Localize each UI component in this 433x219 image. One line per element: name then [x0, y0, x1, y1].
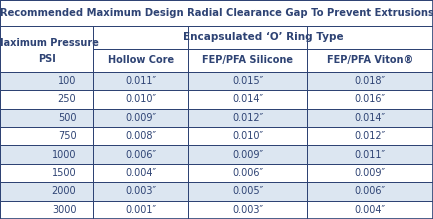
Bar: [188, 127, 307, 145]
Text: 0.009″: 0.009″: [125, 113, 156, 123]
Bar: [307, 145, 433, 164]
Text: 0.018″: 0.018″: [355, 76, 386, 86]
Text: 750: 750: [58, 131, 76, 141]
Bar: [93, 201, 188, 219]
Bar: [188, 201, 307, 219]
Bar: [307, 182, 433, 201]
Bar: [188, 145, 307, 164]
Text: FEP/PFA Viton®: FEP/PFA Viton®: [327, 55, 414, 65]
Bar: [188, 90, 307, 109]
Text: 0.014″: 0.014″: [233, 94, 263, 104]
Text: 0.011″: 0.011″: [355, 150, 386, 160]
Bar: [0, 164, 93, 182]
Text: 0.004″: 0.004″: [355, 205, 386, 215]
Text: 0.006″: 0.006″: [233, 168, 263, 178]
Text: 0.004″: 0.004″: [125, 168, 156, 178]
Bar: [93, 164, 188, 182]
Text: 0.003″: 0.003″: [233, 205, 263, 215]
Text: 2000: 2000: [52, 186, 76, 196]
Text: 0.003″: 0.003″: [125, 186, 156, 196]
Text: 0.008″: 0.008″: [125, 131, 156, 141]
Text: 0.009″: 0.009″: [355, 168, 386, 178]
Text: 0.005″: 0.005″: [232, 186, 264, 196]
Text: Hollow Core: Hollow Core: [108, 55, 174, 65]
Bar: [0, 90, 93, 109]
Bar: [93, 182, 188, 201]
Text: PSI: PSI: [38, 54, 55, 64]
Bar: [307, 164, 433, 182]
Bar: [93, 90, 188, 109]
Bar: [93, 145, 188, 164]
Bar: [93, 127, 188, 145]
Bar: [0, 145, 93, 164]
Text: 500: 500: [58, 113, 76, 123]
Bar: [0, 0, 433, 26]
Bar: [0, 201, 93, 219]
Bar: [188, 72, 307, 90]
Bar: [188, 49, 307, 72]
Bar: [307, 201, 433, 219]
Text: Encapsulated ‘O’ Ring Type: Encapsulated ‘O’ Ring Type: [183, 32, 343, 42]
Bar: [307, 127, 433, 145]
Text: 100: 100: [58, 76, 76, 86]
Bar: [93, 26, 433, 49]
Text: 250: 250: [58, 94, 76, 104]
Bar: [0, 109, 93, 127]
Bar: [93, 49, 188, 72]
Bar: [0, 127, 93, 145]
Bar: [307, 72, 433, 90]
Text: 0.006″: 0.006″: [355, 186, 386, 196]
Bar: [0, 182, 93, 201]
Text: 3000: 3000: [52, 205, 76, 215]
Text: 0.009″: 0.009″: [233, 150, 263, 160]
Text: 1500: 1500: [52, 168, 76, 178]
Bar: [0, 26, 93, 72]
Text: 0.015″: 0.015″: [232, 76, 264, 86]
Bar: [188, 164, 307, 182]
Bar: [307, 109, 433, 127]
Text: 0.014″: 0.014″: [355, 113, 386, 123]
Text: 0.010″: 0.010″: [233, 131, 263, 141]
Bar: [0, 72, 93, 90]
Bar: [307, 90, 433, 109]
Text: 0.016″: 0.016″: [355, 94, 386, 104]
Text: FEP/PFA Silicone: FEP/PFA Silicone: [202, 55, 294, 65]
Text: Recommended Maximum Design Radial Clearance Gap To Prevent Extrusions: Recommended Maximum Design Radial Cleara…: [0, 8, 433, 18]
Text: 0.012″: 0.012″: [355, 131, 386, 141]
Bar: [188, 109, 307, 127]
Bar: [307, 49, 433, 72]
Text: Maximum Pressure: Maximum Pressure: [0, 38, 99, 48]
Text: 1000: 1000: [52, 150, 76, 160]
Text: 0.012″: 0.012″: [232, 113, 264, 123]
Bar: [93, 72, 188, 90]
Bar: [93, 109, 188, 127]
Bar: [188, 182, 307, 201]
Text: 0.006″: 0.006″: [125, 150, 156, 160]
Text: 0.010″: 0.010″: [125, 94, 156, 104]
Text: 0.001″: 0.001″: [125, 205, 156, 215]
Text: 0.011″: 0.011″: [125, 76, 156, 86]
